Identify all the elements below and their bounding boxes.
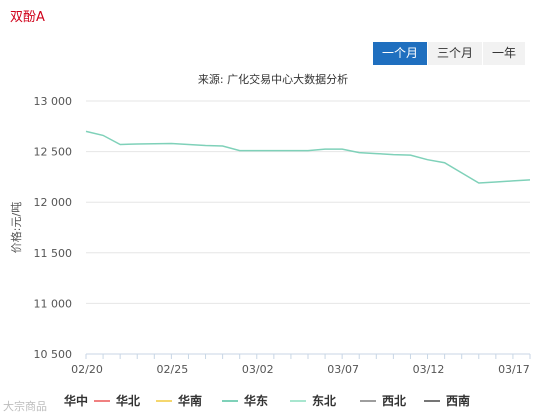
x-tick-label: 03/12 [413, 363, 445, 376]
legend-item[interactable]: 西北 [382, 393, 406, 408]
y-tick-label: 11 500 [34, 247, 73, 260]
series-line-huadong [85, 130, 531, 184]
legend-item[interactable]: 西南 [446, 393, 470, 408]
page-title: 双酚A [10, 10, 45, 25]
y-tick-label: 12 000 [34, 196, 73, 209]
y-tick-label: 10 500 [34, 348, 73, 361]
time-range-tabs: 一个月 三个月 一年 [373, 42, 527, 65]
tab-one-month[interactable]: 一个月 [373, 42, 429, 65]
x-tick-label: 02/20 [71, 363, 103, 376]
x-tick-label: 03/07 [327, 363, 359, 376]
tab-three-months[interactable]: 三个月 [428, 42, 484, 65]
y-axis-title: 价格:元/吨 [9, 202, 23, 253]
x-tick-label: 03/17 [498, 363, 530, 376]
y-tick-label: 11 000 [34, 297, 73, 310]
y-tick-label: 13 000 [34, 95, 73, 108]
x-tick-label: 02/25 [157, 363, 189, 376]
y-tick-label: 12 500 [34, 146, 73, 159]
legend-item[interactable]: 华中 [64, 393, 88, 408]
watermark: 大宗商品 [3, 400, 47, 413]
chart-subtitle: 来源: 广化交易中心大数据分析 [197, 73, 349, 86]
x-tick-label: 03/02 [242, 363, 274, 376]
legend-item[interactable]: 华东 [244, 393, 268, 408]
legend-item[interactable]: 东北 [312, 393, 336, 408]
legend-item[interactable]: 华南 [178, 393, 202, 408]
legend-item[interactable]: 华北 [116, 393, 140, 408]
tab-one-year[interactable]: 一年 [483, 42, 527, 65]
